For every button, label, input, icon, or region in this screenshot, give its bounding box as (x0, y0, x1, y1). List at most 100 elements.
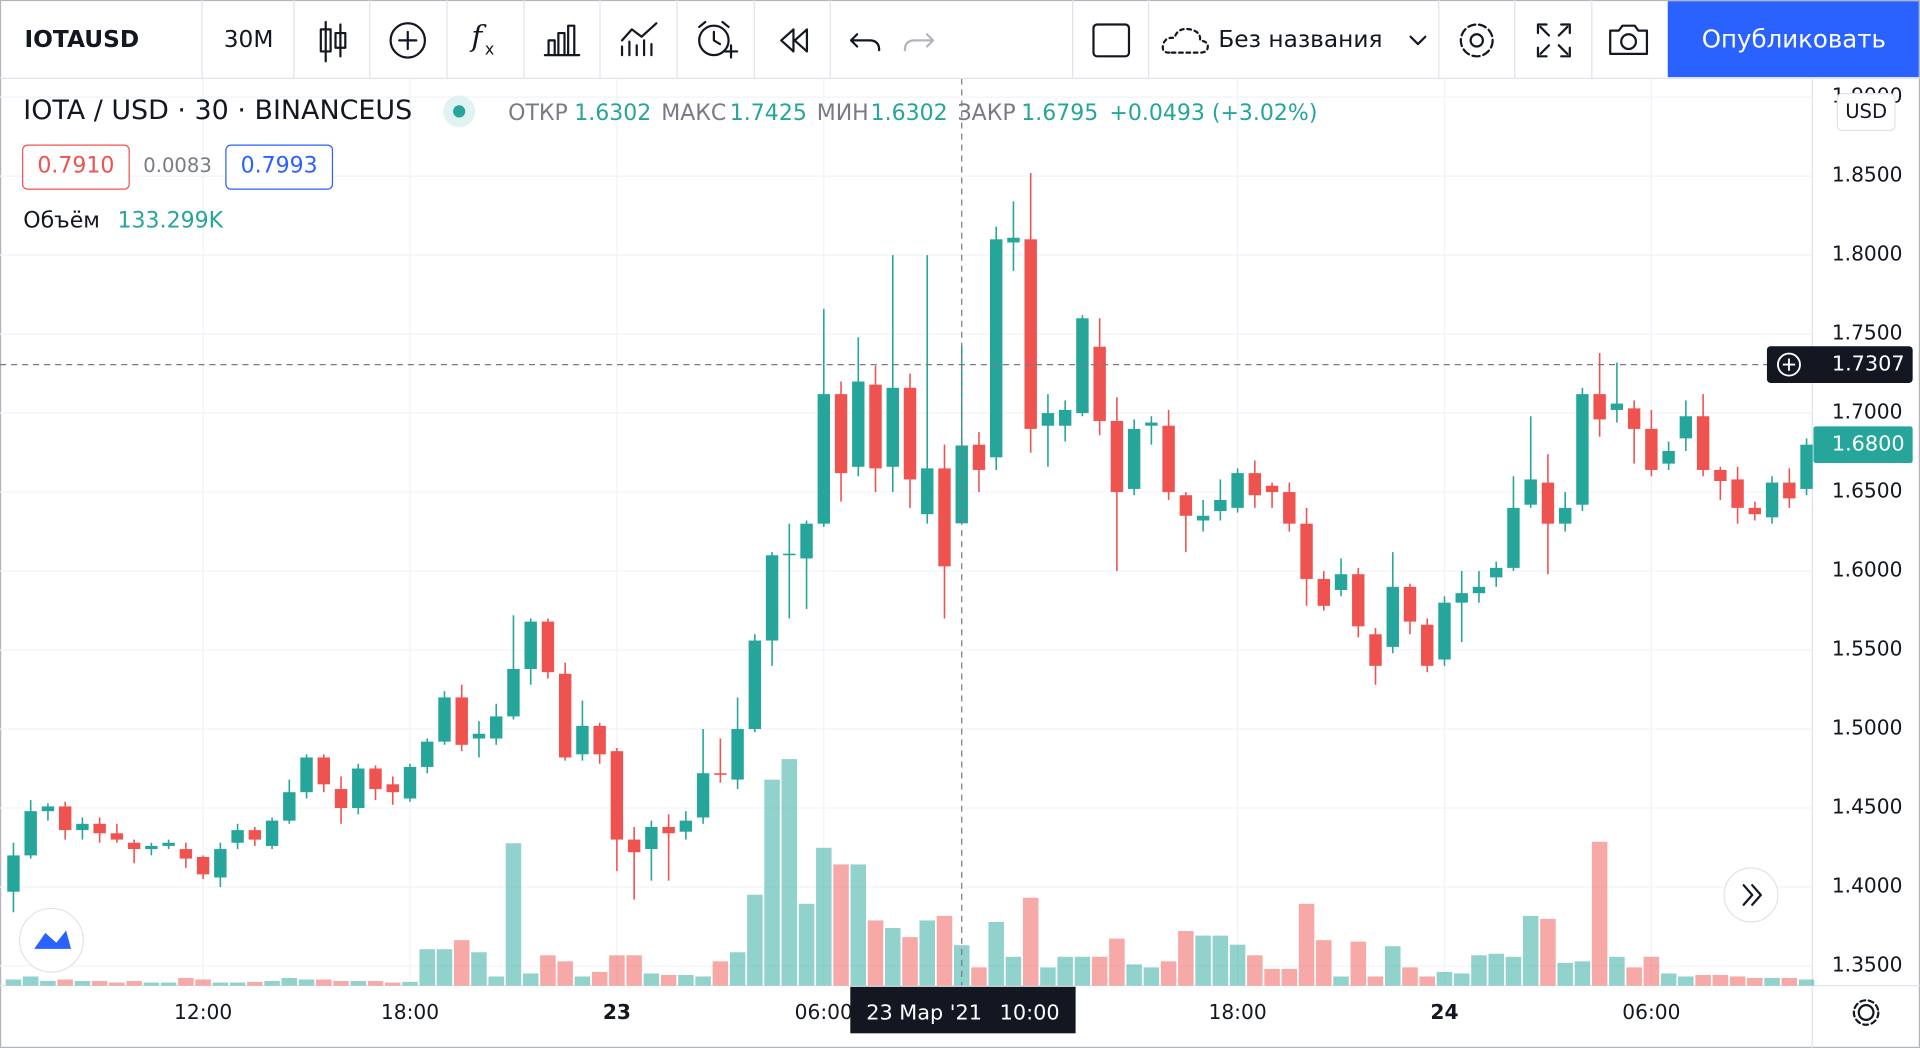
high-value: 1.7425 (730, 101, 807, 126)
volume-bar (1333, 976, 1349, 986)
candle-body (127, 842, 141, 850)
scroll-right-button[interactable] (1723, 867, 1779, 923)
candle-body (1679, 416, 1693, 439)
ideas-button[interactable] (620, 22, 658, 57)
volume-bar (1574, 961, 1591, 986)
candle-body (714, 773, 727, 775)
volume-bar (1678, 976, 1694, 986)
volume-bar (247, 981, 263, 986)
undo-button[interactable] (849, 33, 881, 52)
volume-bar (919, 920, 936, 986)
last-price-badge (1813, 426, 1913, 464)
candle-body (1748, 507, 1762, 515)
candle-body (1076, 318, 1089, 414)
candle-body (196, 856, 210, 875)
x-tick-label: 06:00 (1622, 1000, 1680, 1024)
volume-bar (160, 982, 177, 986)
high-label: МАКС (661, 101, 726, 126)
candle-body (317, 757, 331, 785)
layout-button[interactable] (1092, 23, 1131, 58)
candle-body (1386, 586, 1399, 647)
open-label: ОТКР (508, 101, 568, 126)
candle-body (765, 555, 779, 641)
candle-body (283, 792, 296, 821)
ask[interactable]: 0.7993 (241, 154, 318, 179)
currency[interactable]: USD (1845, 100, 1887, 123)
volume-bar (936, 915, 953, 986)
candle-body (524, 621, 537, 669)
logo-button[interactable] (18, 907, 84, 973)
volume-bar (1316, 940, 1332, 986)
volume-bar (1091, 956, 1108, 986)
volume-bar (540, 955, 556, 986)
layout-menu-chevron[interactable] (1409, 35, 1427, 46)
volume-bar (1643, 956, 1660, 986)
candle-body (1627, 408, 1641, 429)
ask-box[interactable] (225, 144, 334, 190)
candle-body (1334, 574, 1348, 591)
snapshot-button[interactable] (1609, 24, 1649, 55)
close-value: 1.6795 (1021, 101, 1098, 126)
layout-name[interactable]: Без названия (1218, 26, 1382, 53)
candle-body (334, 789, 348, 809)
volume-bar (1505, 956, 1522, 986)
candle-body (110, 833, 124, 840)
replay-button[interactable] (780, 28, 809, 53)
volume-bar (143, 982, 160, 986)
candle-body (1421, 624, 1434, 666)
alert-button[interactable] (698, 20, 739, 59)
y-tick-label: 1.6000 (1832, 558, 1903, 582)
volume-bar (1385, 946, 1401, 986)
volume-bar (402, 981, 418, 986)
low-value: 1.6302 (871, 101, 948, 126)
crosshair-price: 1.7307 (1832, 352, 1905, 376)
axis-settings-button[interactable] (1852, 999, 1880, 1026)
volume-bar (264, 981, 280, 986)
symbol[interactable]: IOTAUSD (24, 26, 139, 53)
volume-bar (1764, 977, 1780, 986)
crosshair-date: 23 Мар '21 (866, 1001, 982, 1025)
chart-type-button[interactable] (319, 20, 347, 63)
add-alert-icon (1777, 352, 1801, 377)
candle-body (421, 741, 434, 767)
volume-bar (1609, 956, 1625, 986)
interval[interactable]: 30М (224, 26, 274, 53)
fullscreen-button[interactable] (1536, 23, 1571, 58)
candle-body (179, 849, 193, 859)
bid-box[interactable] (22, 144, 130, 190)
bid[interactable]: 0.7910 (37, 154, 114, 179)
settings-button[interactable] (1459, 23, 1494, 58)
candle-body (162, 842, 175, 846)
currency-box[interactable] (1836, 93, 1896, 131)
volume-bar (212, 982, 229, 986)
candle-body (869, 384, 882, 469)
candle-body (1007, 237, 1020, 243)
candle-body (541, 621, 555, 673)
volume-bar (1264, 968, 1280, 986)
volume-bar (609, 955, 625, 986)
volume-bar (1419, 976, 1436, 986)
candle-body (1662, 450, 1675, 464)
candle-body (58, 806, 72, 831)
candle-body (1058, 409, 1072, 426)
financials-button[interactable] (543, 24, 581, 57)
volume-label: Объём (23, 209, 100, 234)
candle-body (145, 845, 158, 850)
candle-body (1524, 479, 1537, 505)
volume-bar (522, 973, 539, 986)
candle-body (403, 766, 417, 799)
volume-value: 133.299K (118, 209, 224, 234)
volume-bar (1557, 962, 1573, 986)
candle-body (1231, 473, 1244, 508)
change-value: +0.0493 (+3.02%) (1109, 101, 1317, 126)
plot-area: 1.3500 1.4000 1.4500 1.5000 1.5500 1.6000 1.65… (0, 78, 1920, 1048)
volume-bar (1195, 935, 1211, 986)
publish-label[interactable]: Опубликовать (1702, 24, 1886, 53)
volume-bar (350, 981, 367, 986)
publish-button[interactable] (1667, 1, 1919, 78)
candle-body (386, 784, 399, 793)
volume-bar (1229, 944, 1246, 986)
volume-bar (1402, 967, 1418, 986)
compare-button[interactable] (389, 22, 426, 59)
volume-bar (453, 940, 470, 986)
